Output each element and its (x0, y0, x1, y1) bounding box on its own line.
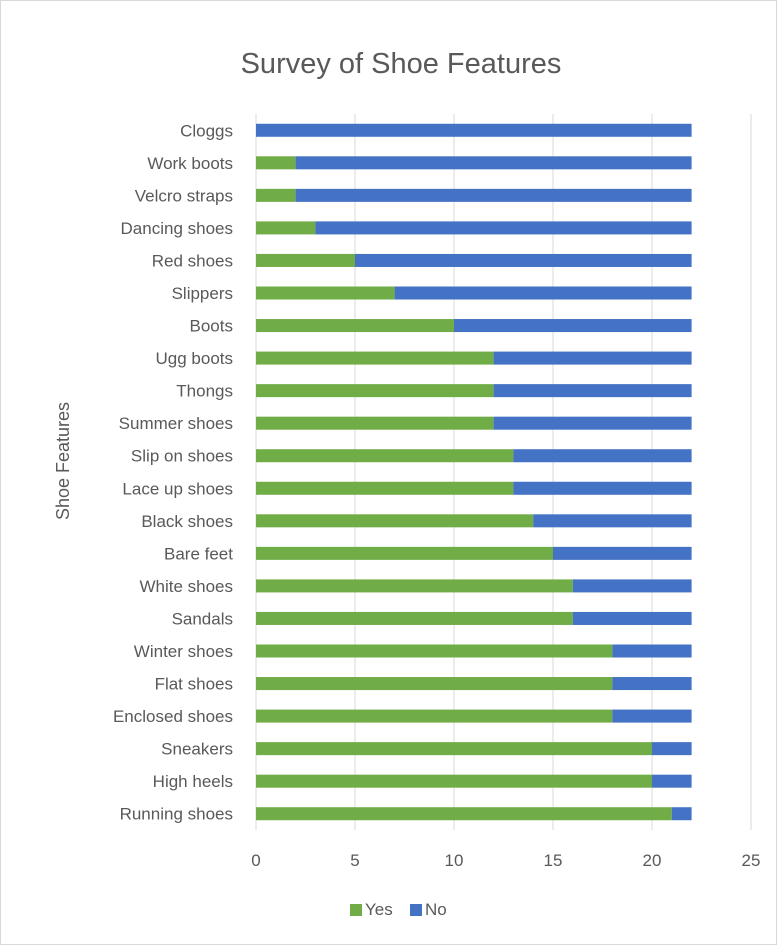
x-tick-label: 20 (643, 851, 662, 870)
bar-no (295, 188, 692, 202)
bar-no (256, 123, 692, 137)
legend-label-yes: Yes (365, 900, 393, 919)
bar-no (355, 253, 692, 267)
bar-no (493, 416, 692, 430)
category-label: High heels (153, 772, 233, 791)
bar-yes (256, 319, 454, 333)
bar-yes (256, 774, 652, 788)
bar-yes (256, 709, 613, 723)
category-label: Ugg boots (156, 349, 234, 368)
category-label: Bare feet (164, 544, 233, 563)
bar-yes (256, 579, 573, 593)
x-tick-labels: 0 5 10 15 20 25 (251, 851, 760, 870)
bar-no (513, 481, 692, 495)
bar-yes (256, 644, 613, 658)
bar-yes (256, 188, 296, 202)
legend-swatch-yes (350, 904, 362, 916)
bar-no (553, 546, 692, 560)
bar-yes (256, 253, 355, 267)
category-label: Flat shoes (155, 675, 233, 694)
bar-no (454, 319, 692, 333)
x-tick-label: 0 (251, 851, 260, 870)
category-label: Running shoes (120, 805, 233, 824)
bar-no (572, 611, 692, 625)
category-label: Work boots (147, 154, 233, 173)
bar-no (612, 709, 692, 723)
bar-yes (256, 416, 494, 430)
category-label: Slippers (172, 284, 233, 303)
bar-no (612, 677, 692, 691)
bar-no (671, 807, 692, 821)
category-labels: Running shoes High heels Sneakers Enclosed … (113, 121, 233, 823)
category-label: Red shoes (152, 251, 233, 270)
category-label: Boots (190, 317, 233, 336)
bar-no (572, 579, 692, 593)
x-tick-label: 15 (544, 851, 563, 870)
bar-yes (256, 156, 296, 170)
category-label: Sneakers (161, 740, 233, 759)
category-label: Enclosed shoes (113, 707, 233, 726)
bar-no (652, 774, 692, 788)
bars (256, 123, 692, 821)
legend-label-no: No (425, 900, 447, 919)
bar-no (513, 449, 692, 463)
bar-yes (256, 384, 494, 398)
bar-yes (256, 742, 652, 756)
bar-yes (256, 677, 613, 691)
bar-no (652, 742, 692, 756)
category-label: Velcro straps (135, 186, 233, 205)
bar-yes (256, 807, 672, 821)
bar-no (394, 286, 692, 300)
x-tick-label: 5 (350, 851, 359, 870)
category-label: Cloggs (180, 121, 233, 140)
bar-no (493, 351, 692, 365)
bar-no (612, 644, 692, 658)
bar-yes (256, 449, 514, 463)
y-axis-title: Shoe Features (53, 402, 73, 520)
bar-no (533, 514, 692, 528)
category-label: Winter shoes (134, 642, 233, 661)
legend-swatch-no (410, 904, 422, 916)
bar-no (315, 221, 692, 235)
bar-yes (256, 481, 514, 495)
category-label: White shoes (139, 577, 233, 596)
category-label: Summer shoes (119, 414, 233, 433)
bar-no (493, 384, 692, 398)
bar-yes (256, 514, 534, 528)
bar-no (295, 156, 692, 170)
category-label: Slip on shoes (131, 447, 233, 466)
category-label: Sandals (172, 609, 233, 628)
bar-yes (256, 351, 494, 365)
bar-yes (256, 611, 573, 625)
chart-title: Survey of Shoe Features (241, 48, 562, 80)
category-label: Lace up shoes (122, 479, 233, 498)
bar-yes (256, 546, 553, 560)
bar-yes (256, 221, 316, 235)
bar-yes (256, 286, 395, 300)
legend: Yes No (350, 900, 447, 919)
x-tick-label: 25 (742, 851, 761, 870)
x-tick-label: 10 (445, 851, 464, 870)
category-label: Black shoes (141, 512, 233, 531)
category-label: Dancing shoes (121, 219, 233, 238)
category-label: Thongs (176, 382, 233, 401)
